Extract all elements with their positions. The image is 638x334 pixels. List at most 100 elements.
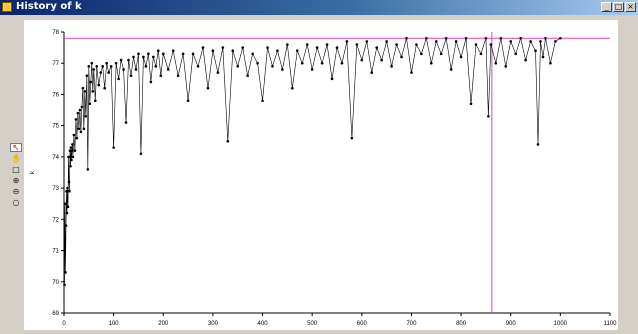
select-box-icon[interactable]: □ <box>12 164 20 174</box>
data-point <box>76 111 80 115</box>
data-point <box>66 186 69 190</box>
y-tick-label: 73 <box>52 186 59 192</box>
data-point <box>69 164 72 168</box>
data-point <box>66 205 70 209</box>
tick-labels: 0 100 200 300 400 500 600 700 800 900 1000 1100 69 70… <box>52 30 617 327</box>
minimize-button[interactable]: _ <box>601 2 612 12</box>
data-point <box>97 83 101 87</box>
x-tick-label: 500 <box>307 321 318 327</box>
data-point <box>415 43 418 46</box>
data-point <box>256 61 259 65</box>
data-point <box>71 143 74 146</box>
data-point <box>67 155 70 159</box>
data-point <box>176 74 180 78</box>
data-point <box>90 61 94 65</box>
x-tick-label: 600 <box>357 321 368 327</box>
data-point <box>479 52 483 56</box>
data-point <box>132 55 135 59</box>
data-point <box>425 36 428 40</box>
data-point <box>206 86 210 90</box>
data-point <box>112 146 115 149</box>
y-tick-label: 75 <box>52 124 59 130</box>
data-point <box>261 99 264 102</box>
data-point <box>335 46 339 49</box>
data-point <box>92 68 96 71</box>
data-point <box>134 68 138 71</box>
data-point <box>107 71 110 74</box>
data-point <box>281 68 284 71</box>
data-point <box>68 189 71 193</box>
data-point <box>88 102 92 106</box>
data-point <box>266 46 269 49</box>
pointer-tool-icon[interactable]: ↖ <box>10 143 22 152</box>
data-point <box>539 40 542 43</box>
zoom-in-icon[interactable]: ⊕ <box>12 175 20 185</box>
data-point <box>166 68 170 71</box>
data-point <box>300 61 304 65</box>
data-point <box>395 43 398 46</box>
data-point <box>73 149 77 152</box>
data-point <box>149 80 153 84</box>
data-point <box>87 65 91 68</box>
data-point <box>499 36 503 40</box>
data-point <box>142 55 145 59</box>
window-titlebar[interactable]: History of k _ □ × <box>0 0 638 15</box>
data-point <box>559 36 562 40</box>
data-point <box>75 136 79 140</box>
y-tick-label: 78 <box>52 30 59 36</box>
data-point <box>390 65 393 68</box>
data-point <box>295 49 299 53</box>
data-point <box>80 105 84 109</box>
window-title: History of k <box>16 1 82 12</box>
data-point <box>509 40 513 43</box>
zoom-out-icon[interactable]: ⊖ <box>12 186 20 196</box>
y-tick-label: 74 <box>52 155 59 161</box>
data-point <box>246 74 249 78</box>
data-point <box>159 74 163 78</box>
close-button[interactable]: × <box>625 2 636 12</box>
data-point <box>449 68 453 71</box>
data-point <box>350 136 354 140</box>
plot-area[interactable]: 0 100 200 300 400 500 600 700 800 900 1000 1100 69 70… <box>24 20 618 330</box>
data-point <box>64 224 68 227</box>
data-point <box>216 71 220 74</box>
data-point <box>77 127 81 131</box>
series-trace <box>63 36 562 287</box>
x-tick-label: 300 <box>208 321 219 327</box>
data-point <box>536 143 540 146</box>
data-point <box>196 65 200 68</box>
app-icon <box>2 2 12 12</box>
data-point <box>71 155 75 159</box>
data-point <box>251 52 254 56</box>
data-point <box>340 61 344 65</box>
data-point <box>405 36 408 40</box>
data-point <box>105 61 108 65</box>
data-point <box>82 127 86 131</box>
data-point <box>305 43 309 46</box>
data-point <box>464 36 468 40</box>
data-point <box>99 71 103 74</box>
data-point <box>345 40 349 43</box>
data-point <box>119 58 123 62</box>
data-point <box>78 108 82 112</box>
pan-hand-icon[interactable]: ✋ <box>11 153 21 163</box>
data-point <box>127 58 130 62</box>
reset-view-icon[interactable]: ○ <box>12 197 20 207</box>
data-point <box>226 139 230 143</box>
restore-button[interactable]: □ <box>613 2 624 12</box>
data-point <box>109 65 113 68</box>
data-point <box>549 61 552 65</box>
data-point <box>241 46 244 49</box>
data-point <box>65 211 69 215</box>
data-point <box>68 149 72 152</box>
data-point <box>63 283 66 287</box>
data-point <box>420 52 423 56</box>
series-line <box>64 37 561 285</box>
history-chart[interactable]: 0 100 200 300 400 500 600 700 800 900 1000 1100 69 70… <box>24 20 618 330</box>
data-point <box>325 43 329 46</box>
y-tick-label: 71 <box>52 249 59 255</box>
data-point <box>117 77 120 81</box>
data-point <box>231 49 235 53</box>
y-axis-label: k <box>30 170 36 174</box>
data-point <box>504 65 508 68</box>
